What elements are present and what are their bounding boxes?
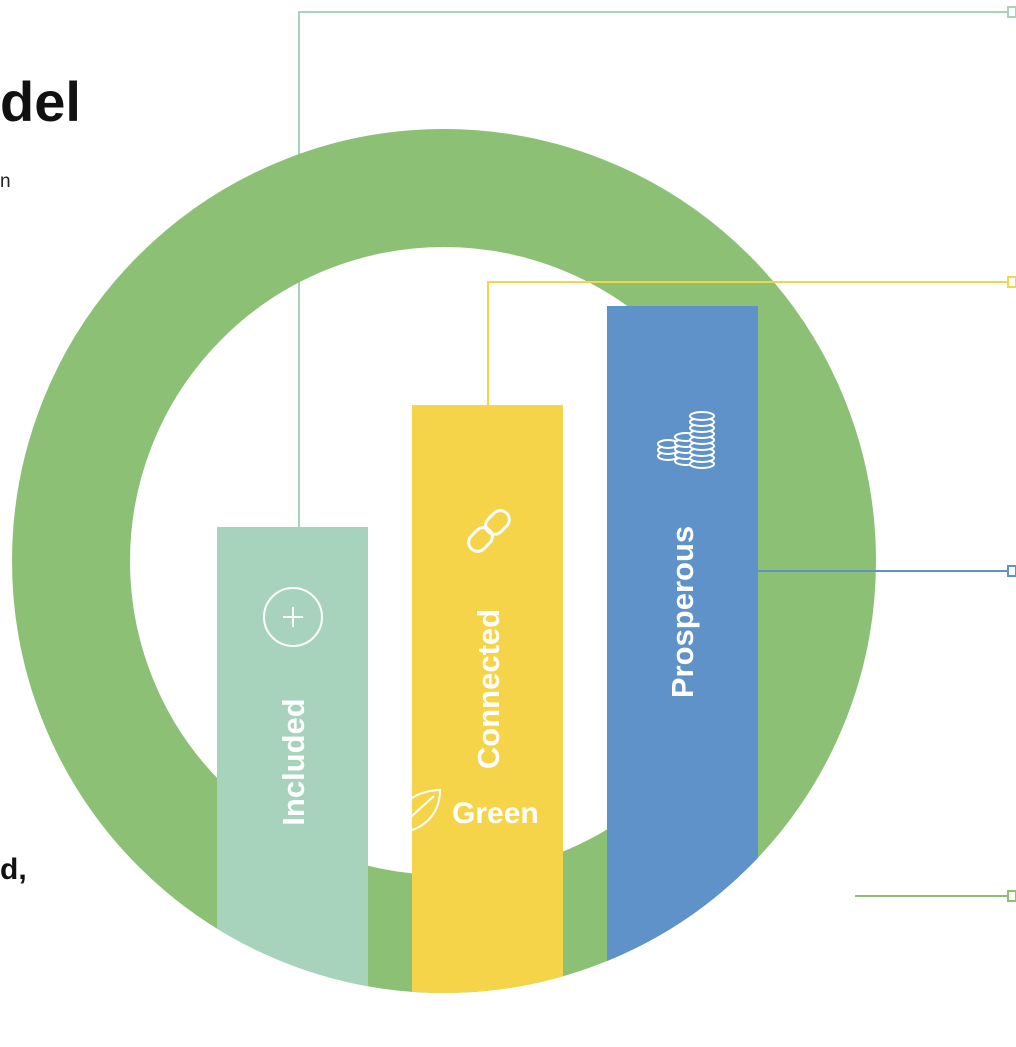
connected-connector [487,281,1008,484]
pillars [217,306,758,993]
prosperous-connector-end [1007,565,1016,577]
intro-text: n [0,171,11,192]
page-title: del [0,70,81,133]
coins-icon [657,411,715,469]
pillar-label-connected: Connected [471,609,506,769]
included-connector [298,11,1008,527]
ring-label-green: Green [452,797,539,830]
bold-text: d, [0,853,27,886]
pillar-label-included: Included [276,698,311,825]
green-connector-end [1007,890,1016,902]
pillar-label-prosperous: Prosperous [665,526,700,698]
connectors [298,6,1016,902]
connectors-front [487,276,1016,577]
link-icon [467,509,511,553]
pillar-included [217,527,368,993]
leaf-icon [391,788,442,835]
pillar-prosperous [607,306,758,993]
pillar-connected [412,405,563,993]
plus-circle-icon [263,587,323,647]
included-connector-end [1007,6,1016,18]
connected-connector-end [1007,276,1016,288]
